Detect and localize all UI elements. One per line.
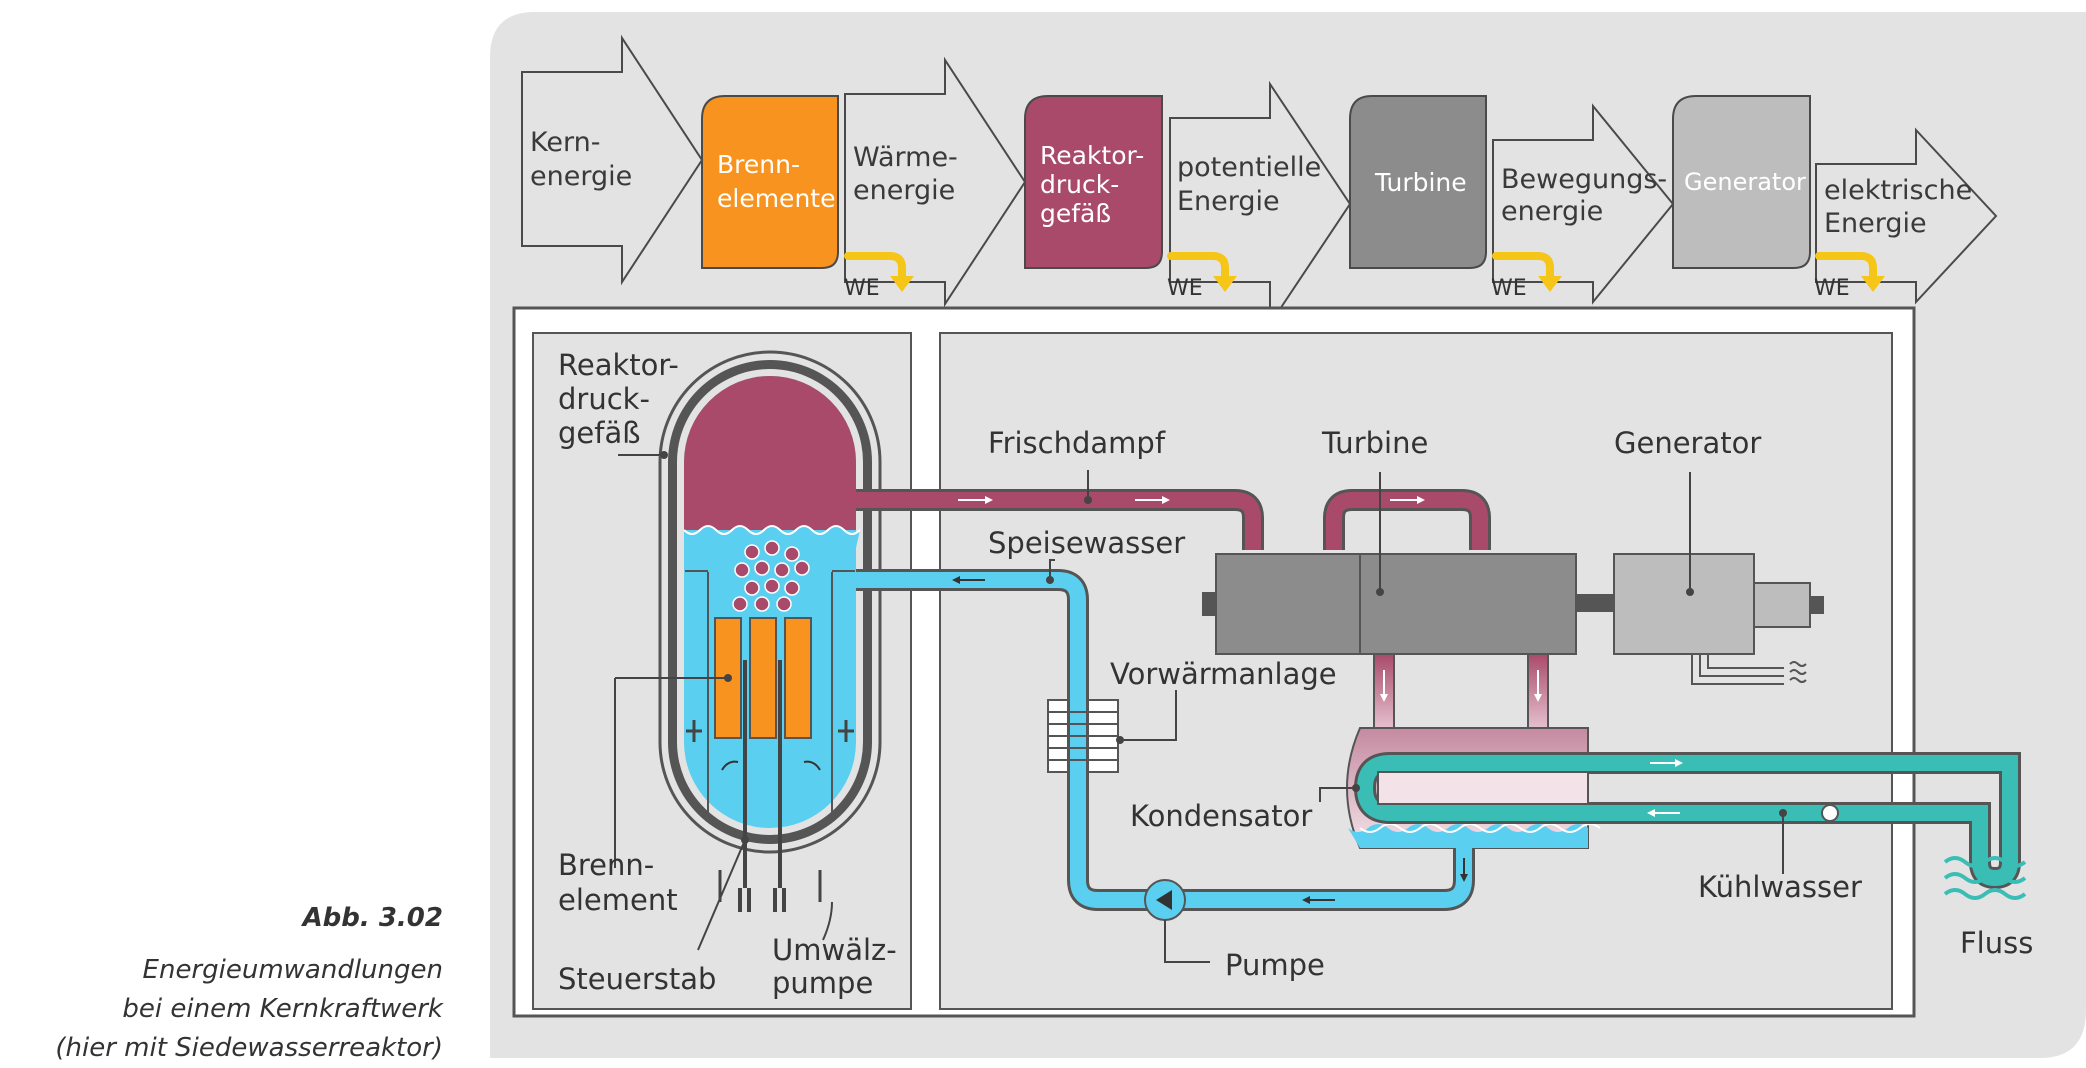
figure-caption: Energieumwandlungen bei einem Kernkraftw… xyxy=(55,951,443,1068)
leader-lines xyxy=(614,451,1787,963)
label-condenser: Kondensator xyxy=(1130,799,1312,833)
arrow-4-line2: energie xyxy=(1501,196,1603,227)
box-fuel-line2: elemente xyxy=(717,184,835,213)
label-fuel-element-1: Brenn- xyxy=(558,848,654,882)
label-preheater: Vorwärmanlage xyxy=(1110,657,1337,691)
arrow-2-line2: energie xyxy=(853,175,955,206)
feedwater-pipe xyxy=(856,569,1475,921)
arrow-3-line2: Energie xyxy=(1177,186,1280,217)
arrow-5-line1: elektrische xyxy=(1824,175,1972,206)
flow-box-turbine xyxy=(1349,95,1487,269)
box-vessel-line1: Reaktor- xyxy=(1040,141,1144,170)
generator xyxy=(1613,553,1824,685)
label-circulation-pump-2: pumpe xyxy=(772,966,873,1000)
arrow-5-line2: Energie xyxy=(1824,208,1927,239)
label-control-rod: Steuerstab xyxy=(558,962,716,996)
figure-number: Abb. 3.02 xyxy=(302,903,443,933)
label-fuel-element-2: element xyxy=(558,883,678,917)
generator-output-lines xyxy=(1691,654,1807,685)
arrow-4-line1: Bewegungs- xyxy=(1501,164,1667,195)
box-generator-label: Generator xyxy=(1684,168,1806,196)
box-fuel-line1: Brenn- xyxy=(717,150,800,179)
box-vessel-line3: gefäß xyxy=(1040,199,1111,228)
label-circulation-pump-1: Umwälz- xyxy=(772,933,897,967)
label-turbine: Turbine xyxy=(1321,426,1428,460)
label-river: Fluss xyxy=(1960,926,2033,960)
box-vessel-line2: druck- xyxy=(1040,170,1119,199)
caption-line: (hier mit Siedewasserreaktor) xyxy=(55,1033,443,1063)
label-feed-water: Speisewasser xyxy=(988,526,1185,560)
flow-arrow xyxy=(844,56,1027,308)
flow-arrow xyxy=(521,34,704,286)
flow-box-vessel xyxy=(1024,95,1163,269)
arrow-2-line1: Wärme- xyxy=(853,142,958,173)
turbine xyxy=(1202,553,1618,655)
label-fresh-steam: Frischdampf xyxy=(988,426,1166,460)
label-generator: Generator xyxy=(1614,426,1761,460)
label-pump: Pumpe xyxy=(1225,948,1325,982)
arrow-1-line2: energie xyxy=(530,161,632,192)
label-reactor-vessel-3: gefäß xyxy=(558,416,641,450)
waste-heat-label: WE xyxy=(1167,276,1203,301)
arrow-3-line1: potentielle xyxy=(1177,152,1321,183)
box-turbine-label: Turbine xyxy=(1374,168,1467,197)
steam-pipe xyxy=(856,489,1491,550)
fuel-elements xyxy=(714,617,812,739)
preheater xyxy=(1047,699,1119,773)
river-waves xyxy=(1943,856,2027,900)
reactor-vessel xyxy=(658,350,882,912)
arrow-1-line1: Kern- xyxy=(530,127,600,158)
control-rods xyxy=(738,660,786,912)
label-cooling-water: Kühlwasser xyxy=(1698,870,1862,904)
caption-line: Energieumwandlungen xyxy=(142,955,443,985)
label-reactor-vessel-1: Reaktor- xyxy=(558,348,679,382)
circulation-pumps xyxy=(686,720,854,902)
waste-heat-arrows xyxy=(844,252,1877,282)
caption-line: bei einem Kernkraftwerk xyxy=(122,994,443,1024)
label-reactor-vessel-2: druck- xyxy=(558,382,650,416)
flow-box-generator xyxy=(1672,95,1811,269)
flow-box-fuel xyxy=(701,95,839,269)
waste-heat-label: WE xyxy=(1491,276,1527,301)
energy-flow: Kern- energie Wärme- energie potentielle… xyxy=(521,34,1998,328)
waste-heat-arrowheads xyxy=(890,276,1885,292)
exhaust-pipes xyxy=(1373,653,1549,731)
flow-arrow xyxy=(1169,80,1352,328)
steam-bubbles xyxy=(732,540,810,612)
cooling-pump xyxy=(1821,804,1839,822)
circulation-arrows xyxy=(721,760,821,771)
waste-heat-label: WE xyxy=(1814,276,1850,301)
waste-heat-label: WE xyxy=(844,276,880,301)
